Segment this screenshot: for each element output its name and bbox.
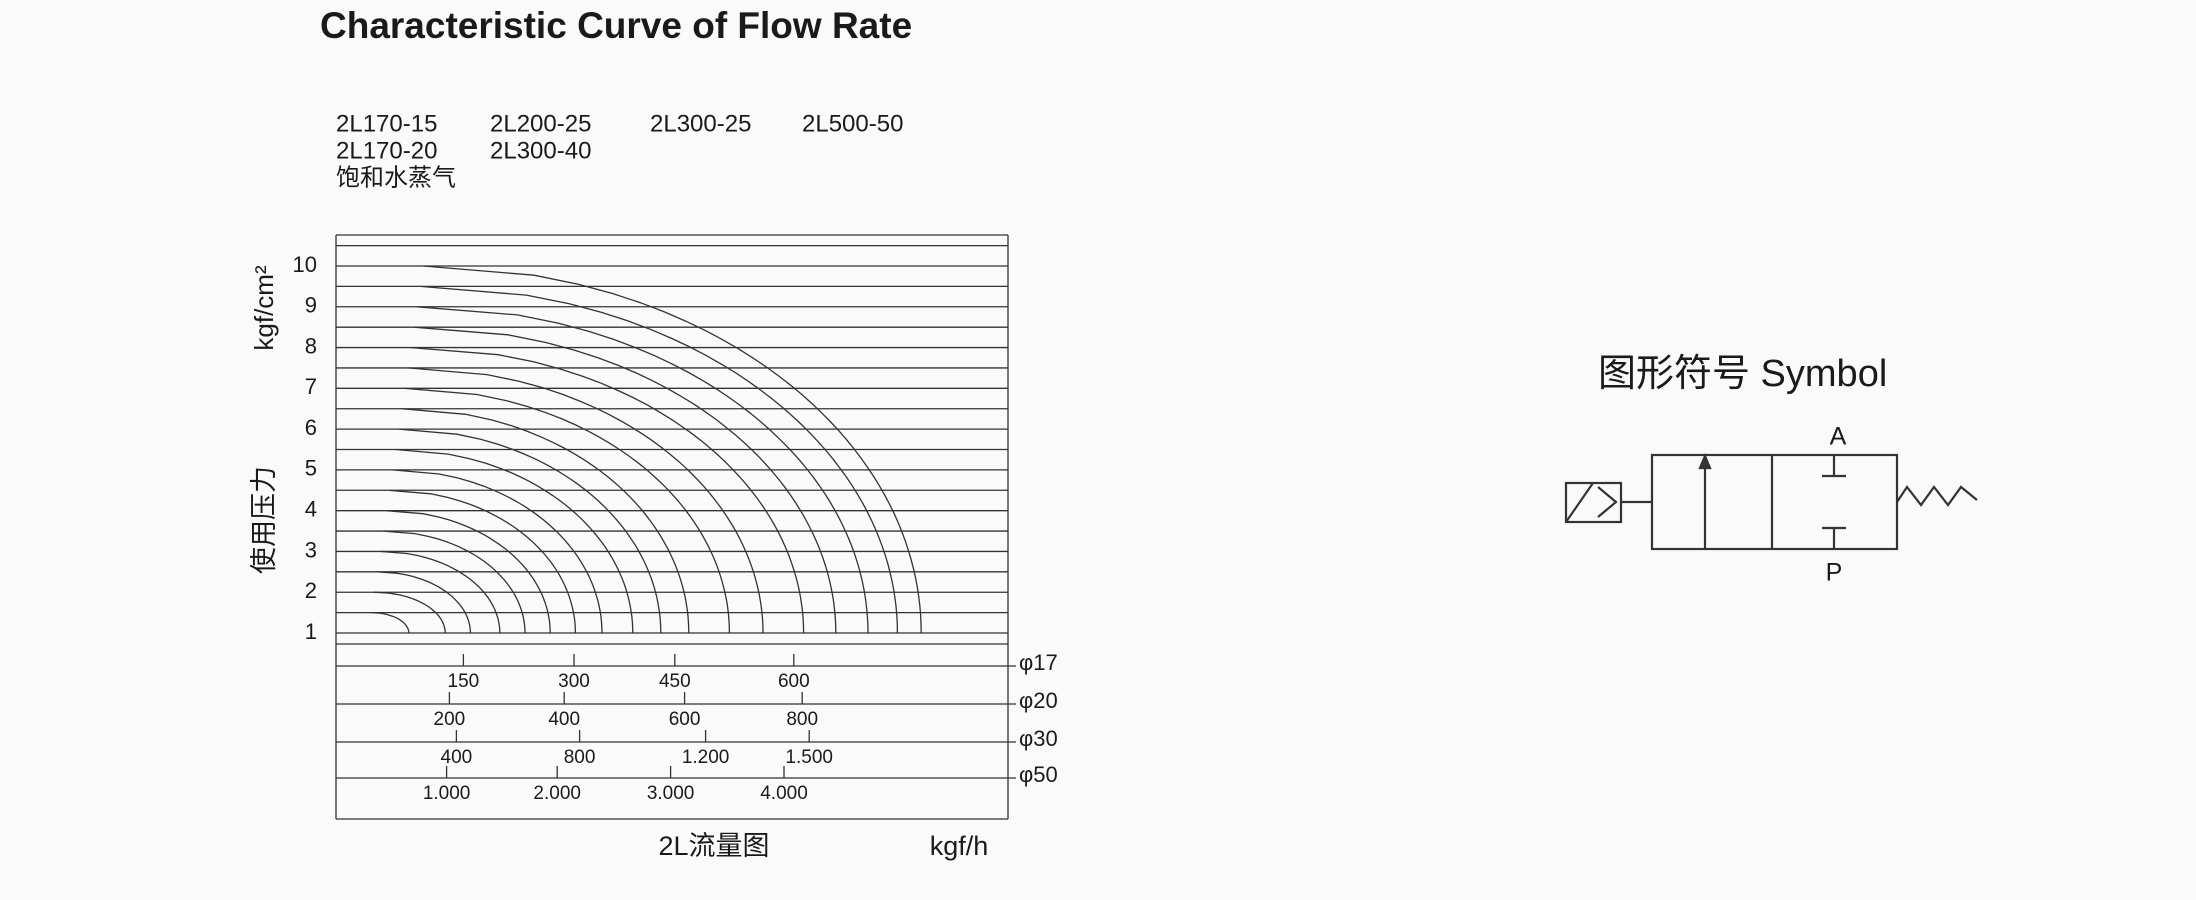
flow-curve (398, 428, 662, 634)
valve-symbol (1564, 453, 1978, 551)
flow-curve (395, 448, 634, 634)
y-tick-label: 4 (305, 496, 317, 521)
y-tick-label: 8 (305, 333, 317, 358)
scale-tick-label: 1.200 (682, 747, 730, 768)
scale-label: φ17 (1019, 650, 1058, 675)
flow-curve (414, 326, 837, 634)
scale-label: φ30 (1019, 726, 1058, 751)
scale-tick-label: 200 (434, 709, 466, 730)
scale-tick-label: 450 (659, 671, 691, 692)
symbol-title: 图形符号 Symbol (1598, 353, 1887, 395)
scale-tick-label: 2.000 (533, 783, 581, 804)
flow-curve (401, 408, 690, 634)
x-axis-label: 2L流量图 (658, 831, 769, 861)
flow-curve (386, 510, 551, 634)
y-tick-label: 1 (305, 619, 317, 644)
y-tick-label: 9 (305, 293, 317, 318)
scale-tick-label: 1.500 (785, 747, 833, 768)
y-axis-unit: kgf/cm² (249, 265, 279, 351)
flow-curve (383, 530, 526, 633)
flow-curve (404, 387, 731, 634)
flow-curve (370, 611, 410, 633)
legend-label: 2L300-40 (490, 137, 591, 164)
legend-label: 2L500-50 (802, 110, 903, 137)
x-axis-unit: kgf/h (930, 831, 989, 861)
scale-tick-label: 400 (441, 747, 473, 768)
scale-tick-label: 600 (669, 709, 701, 730)
flow-curve (389, 489, 577, 634)
flow-curve (420, 285, 899, 634)
y-tick-label: 6 (305, 415, 317, 440)
y-tick-label: 5 (305, 456, 317, 481)
y-axis-label: 使用压力 (249, 466, 279, 574)
scale-tick-label: 300 (558, 671, 590, 692)
scale-tick-label: 800 (564, 747, 596, 768)
scale-tick-label: 1.000 (423, 783, 471, 804)
flow-curve (377, 571, 472, 633)
legend-label: 饱和水蒸气 (336, 164, 456, 191)
scale-tick-label: 150 (448, 671, 480, 692)
title: Characteristic Curve of Flow Rate (320, 5, 912, 46)
flow-curve (407, 367, 764, 634)
y-tick-label: 3 (305, 537, 317, 562)
scale-tick-label: 3.000 (647, 783, 695, 804)
flow-curve (417, 306, 869, 634)
flow-curve (410, 346, 805, 634)
flow-curve (392, 469, 603, 634)
scale-tick-label: 600 (778, 671, 810, 692)
port-label: P (1826, 559, 1843, 587)
legend-label: 2L170-15 (336, 110, 437, 137)
legend-label: 2L200-25 (490, 110, 591, 137)
flow-curve (423, 265, 922, 634)
scale-tick-label: 400 (548, 709, 580, 730)
scale-tick-label: 4.000 (760, 783, 808, 804)
flow-curve (380, 550, 501, 633)
y-tick-label: 10 (293, 252, 317, 277)
scale-label: φ20 (1019, 688, 1058, 713)
flow-curve (374, 591, 446, 633)
y-tick-label: 7 (305, 374, 317, 399)
legend-label: 2L170-20 (336, 137, 437, 164)
y-tick-label: 2 (305, 578, 317, 603)
scale-label: φ50 (1019, 762, 1058, 787)
legend-label: 2L300-25 (650, 110, 751, 137)
scale-tick-label: 800 (786, 709, 818, 730)
port-label: A (1830, 423, 1847, 451)
